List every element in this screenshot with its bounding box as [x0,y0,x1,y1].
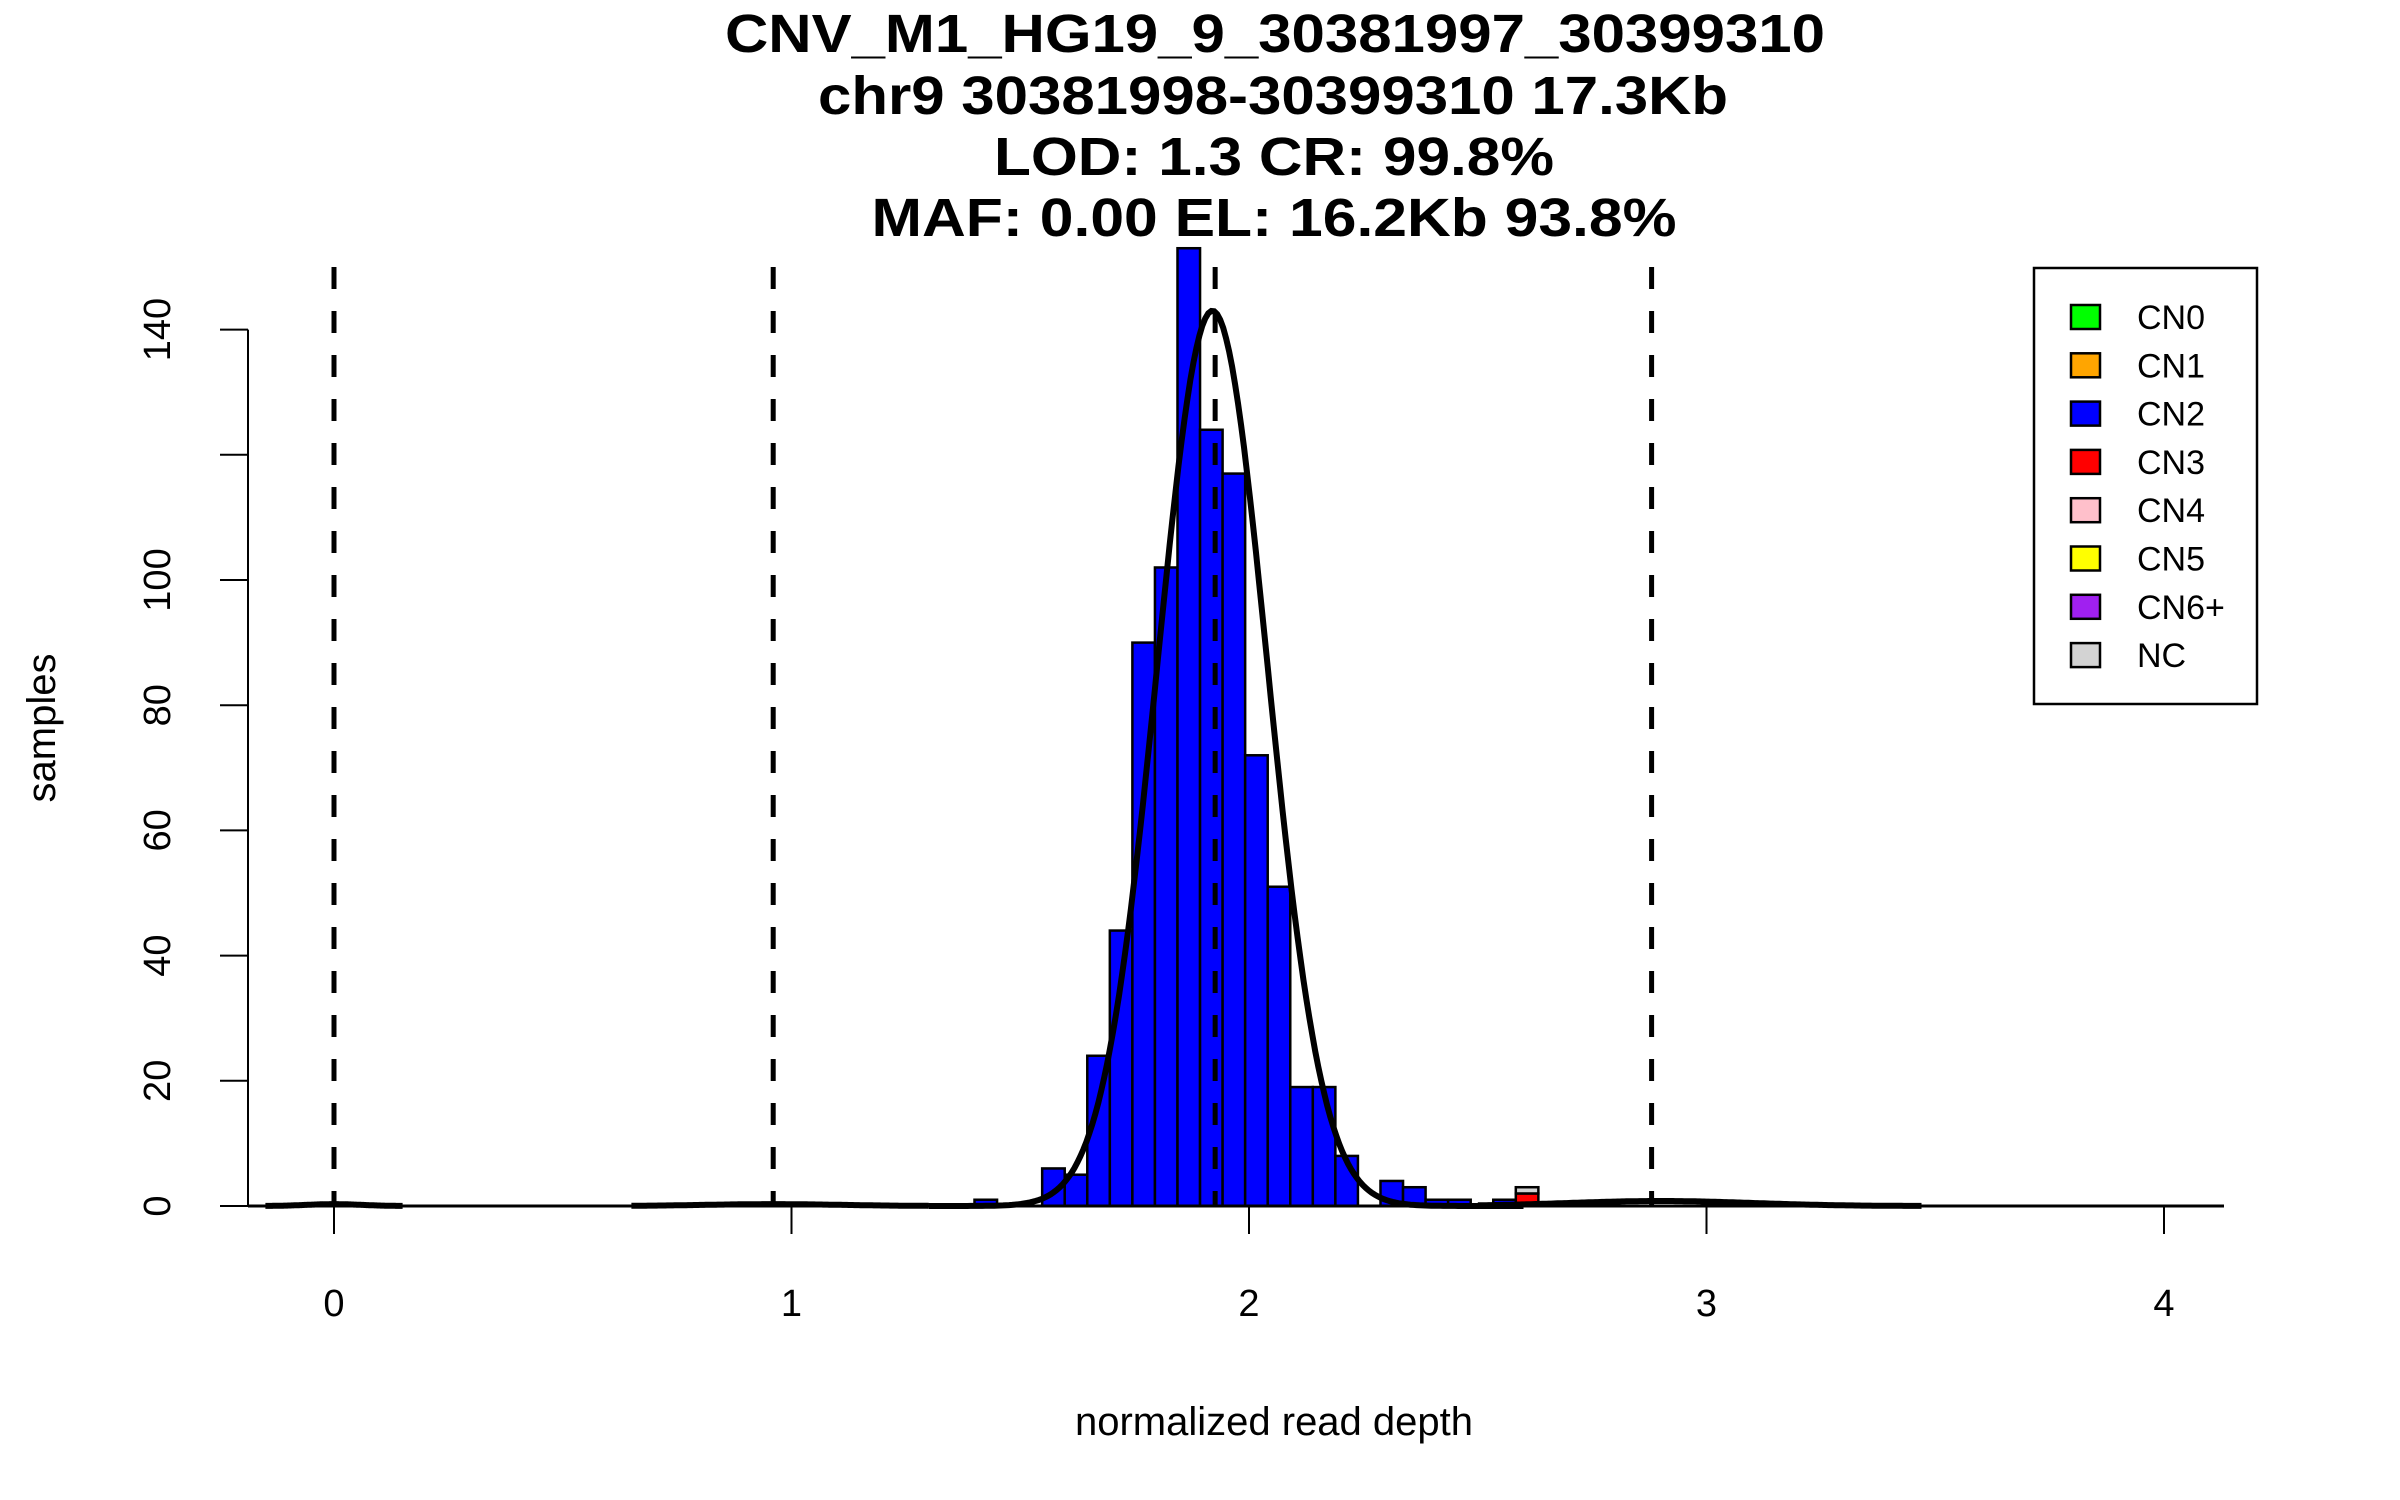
legend-swatch-nc [2069,641,2102,669]
legend-label: CN4 [2137,492,2205,530]
y-tick-label: 140 [137,298,179,361]
legend-label: CN2 [2137,396,2205,434]
bar-cn2 [1221,472,1247,1208]
bar-cn2 [1198,428,1224,1208]
x-tick-label: 3 [1696,1283,1717,1325]
bar-cn2 [1243,754,1269,1208]
bar-cn2 [1266,885,1292,1208]
title-line-3: LOD: 1.3 CR: 99.8% [994,127,1554,187]
y-axis-label: samples [20,654,64,803]
bar-cn2 [1289,1085,1315,1208]
bar-nc [1514,1185,1540,1195]
title-line-2: chr9 30381998-30399310 17.3Kb [818,66,1728,126]
legend-swatch-cn5 [2069,545,2102,572]
legend-label: CN3 [2137,444,2205,482]
x-tick-label: 4 [2153,1283,2174,1325]
y-tick-label: 100 [137,548,179,611]
y-tick-label: 80 [137,684,179,726]
legend-label: CN1 [2137,347,2205,385]
legend-label: CN5 [2137,541,2205,579]
legend-label: NC [2137,637,2186,675]
y-tick-label: 60 [137,809,179,851]
legend-swatch-cn3 [2069,448,2102,476]
chart-title: CNV_M1_HG19_9_30381997_30399310 chr9 303… [725,4,1825,248]
title-line-4: MAF: 0.00 EL: 16.2Kb 93.8% [872,188,1677,248]
y-tick-label: 0 [137,1195,179,1216]
y-tick-label: 20 [137,1060,179,1102]
x-axis-label: normalized read depth [1075,1400,1473,1444]
legend-swatch-cn6+ [2069,593,2102,621]
histogram-bars [973,246,1540,1208]
x-tick-label: 1 [781,1283,802,1325]
legend-swatch-cn2 [2069,400,2102,427]
x-tick-label: 0 [323,1283,344,1325]
legend-label: CN6+ [2137,589,2225,627]
threshold-lines [331,267,1655,1206]
legend-swatch-cn4 [2069,496,2102,524]
legend: CN0 CN1 CN2 CN3 CN4 CN5 CN6+ NC [2032,266,2259,706]
legend-label: CN0 [2137,299,2205,337]
x-tick-label: 2 [1238,1283,1259,1325]
title-line-1: CNV_M1_HG19_9_30381997_30399310 [725,4,1825,64]
y-tick-label: 40 [137,934,179,976]
legend-box [2032,266,2259,706]
legend-swatch-cn0 [2069,303,2102,331]
legend-swatch-cn1 [2069,352,2102,379]
